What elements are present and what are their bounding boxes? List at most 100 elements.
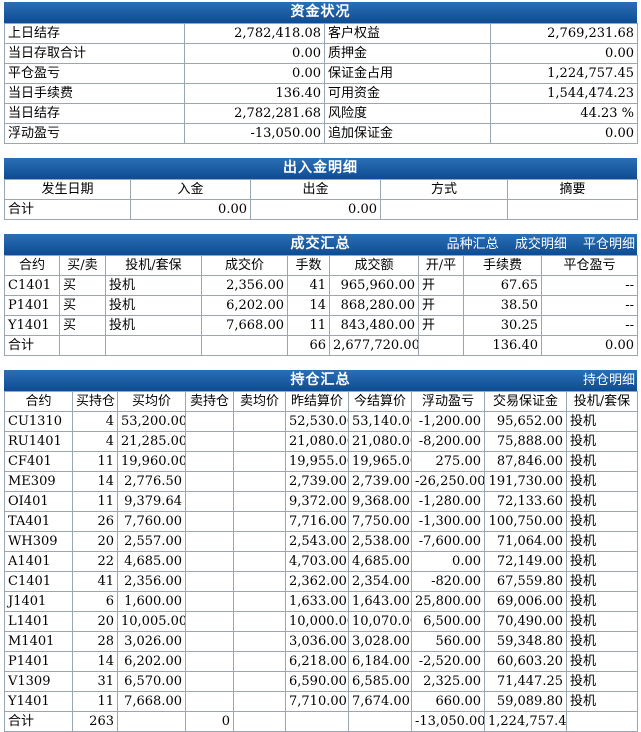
position-detail-link[interactable]: 持仓明细 [582,373,635,388]
table-cell: -820.00 [411,571,485,592]
funds-value: 44.23 % [490,103,638,124]
funds-label: 浮动盈亏 [4,123,185,144]
table-cell [233,511,286,532]
table-cell: 19,960.00 [117,451,186,472]
close-detail-link[interactable]: 平仓明细 [582,237,635,252]
table-cell: 投机 [566,691,638,712]
table-row: J1401 6 1,600.00 1,633.00 1,643.00 25,800.00 6… [4,591,638,612]
funds-label: 客户权益 [324,23,491,44]
table-cell [185,451,234,472]
table-cell [233,571,286,592]
inout-header: 摘要 [507,179,638,200]
total-label: 合计 [4,711,73,732]
table-cell: 2,739.00 [348,471,412,492]
trades-header: 成交额 [329,255,419,276]
table-cell: 72,133.60 [484,491,567,512]
table-row: OI401 11 9,379.64 9,372.00 9,368.00 -1,280.00… [4,491,638,512]
table-cell: -1,300.00 [411,511,485,532]
total-fee: 136.40 [463,335,542,356]
table-cell: 开 [418,315,464,336]
table-cell: 2,356.00 [201,275,288,296]
table-cell: 2,356.00 [117,571,186,592]
trades-title-bar: 成交汇总 品种汇总 成交明细 平仓明细 [4,234,637,255]
funds-value: 136.40 [184,83,325,104]
table-cell: P1401 [4,651,73,672]
table-cell: 20 [72,531,118,552]
table-cell: 投机 [566,651,638,672]
table-cell [59,335,106,356]
trades-header: 合约 [4,255,60,276]
table-cell [233,611,286,632]
positions-section: 持仓汇总 持仓明细 合约 买持仓 买均价 卖持仓 卖均价 昨结算价 今结算价 浮动盈亏 交易保证… [4,370,638,732]
table-cell [233,651,286,672]
table-cell: 6,585.00 [348,671,412,692]
table-cell: -- [541,275,638,296]
funds-label: 质押金 [324,43,491,64]
trade-detail-link[interactable]: 成交明细 [514,237,567,252]
table-cell: 95,652.00 [484,411,567,432]
table-cell: -1,200.00 [411,411,485,432]
table-cell: 843,480.00 [329,315,419,336]
table-cell: 191,730.00 [484,471,567,492]
table-row: C1401 买投机 2,356.00 41 965,960.00 开 67.65 -- [4,275,638,296]
funds-row: 浮动盈亏 -13,050.00 追加保证金 0.00 [4,123,638,144]
table-cell: CU1310 [4,411,73,432]
funds-title: 资金状况 [4,2,637,23]
trades-section: 成交汇总 品种汇总 成交明细 平仓明细 合约 买/卖 投机/套保 成交价 手数 成交额 开/… [4,234,638,356]
table-cell [233,711,286,732]
table-cell: 70,490.00 [484,611,567,632]
table-cell: C1401 [4,275,60,296]
table-cell: 10,070.00 [348,611,412,632]
table-row: RU1401421,285.0021,080.0021,080.00-8,200… [4,431,638,452]
inout-section: 出入金明细 发生日期 入金 出金 方式 摘要 合计 0.00 0.00 [4,158,638,220]
funds-value: 2,782,281.68 [184,103,325,124]
positions-table: 合约 买持仓 买均价 卖持仓 卖均价 昨结算价 今结算价 浮动盈亏 交易保证金 投机/套保 CU13… [4,391,638,732]
table-cell: 560.00 [411,631,485,652]
inout-header-row: 发生日期 入金 出金 方式 摘要 [4,179,638,200]
funds-value: 0.00 [490,43,638,64]
table-cell: 21,080.00 [285,431,349,452]
funds-label: 当日存取合计 [4,43,185,64]
table-cell [117,711,186,732]
inout-header: 发生日期 [4,179,131,200]
trades-header: 平仓盈亏 [541,255,638,276]
table-row: TA401 26 7,760.00 7,716.00 7,750.00 -1,300.00… [4,511,638,532]
table-cell: -- [541,315,638,336]
table-cell: V1309 [4,671,73,692]
funds-label: 上日结存 [4,23,185,44]
table-cell: TA401 [4,511,73,532]
total-pnl: -13,050.00 [411,711,485,732]
table-cell: 87,846.00 [484,451,567,472]
table-cell: 20 [72,611,118,632]
table-row: P1401 买投机 6,202.00 14 868,280.00 开 38.50 -- [4,295,638,316]
table-cell [185,511,234,532]
table-cell: 38.50 [463,295,542,316]
table-cell: 6,590.00 [285,671,349,692]
funds-section: 资金状况 上日结存 2,782,418.08 客户权益 2,769,231.68 当日存… [4,2,638,144]
inout-header: 方式 [380,179,508,200]
table-row: C1401 41 2,356.00 2,362.00 2,354.00 -820.00 67… [4,571,638,592]
table-cell: P1401 [4,295,60,316]
table-cell [185,431,234,452]
table-cell [233,671,286,692]
table-cell: 31 [72,671,118,692]
table-cell: 11 [72,691,118,712]
table-cell: 10,005.00 [117,611,186,632]
table-cell [233,591,286,612]
table-cell: C1401 [4,571,73,592]
table-cell: 6,184.00 [348,651,412,672]
table-cell: 71,064.00 [484,531,567,552]
positions-header: 卖持仓 [185,391,234,412]
funds-label: 可用资金 [324,83,491,104]
trades-header: 手数 [287,255,330,276]
table-cell: 28 [72,631,118,652]
funds-row: 当日存取合计 0.00 质押金 0.00 [4,43,638,64]
funds-label: 保证金占用 [324,63,491,84]
positions-title-bar: 持仓汇总 持仓明细 [4,370,637,391]
table-row: ME309 14 2,776.50 2,739.00 2,739.00 -26,250.0… [4,471,638,492]
table-cell [201,335,288,356]
trades-total-row: 合计 66 2,677,720.00 136.40 0.00 [4,335,638,356]
variety-summary-link[interactable]: 品种汇总 [446,237,499,252]
table-cell [233,631,286,652]
